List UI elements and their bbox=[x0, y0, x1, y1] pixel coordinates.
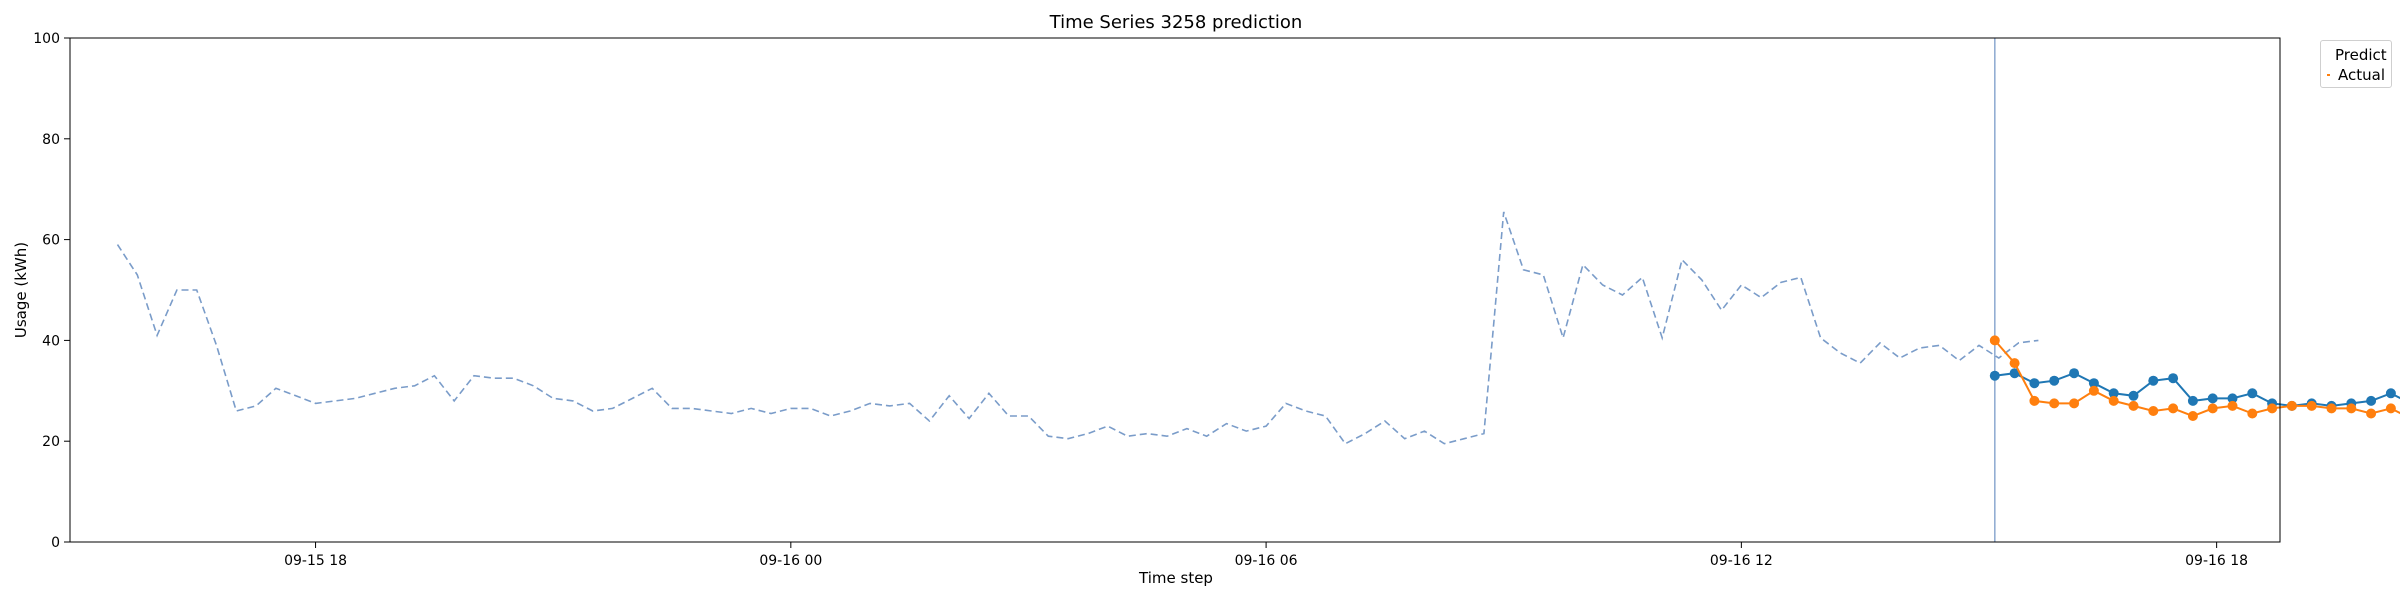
legend-swatch-actual bbox=[2327, 74, 2330, 76]
x-tick-label: 09-16 12 bbox=[1710, 553, 1773, 569]
actual-point bbox=[2069, 398, 2080, 409]
x-tick-label: 09-16 06 bbox=[1235, 553, 1298, 569]
legend-item-predict: Predict bbox=[2327, 45, 2387, 65]
predict-point bbox=[2029, 378, 2040, 389]
predict-point bbox=[2108, 388, 2119, 399]
actual-point bbox=[2187, 411, 2198, 421]
predict-point bbox=[2148, 375, 2159, 386]
predict-point bbox=[1989, 370, 2000, 381]
predict-point bbox=[2187, 395, 2198, 406]
predict-point bbox=[2049, 375, 2060, 386]
axes-frame bbox=[69, 37, 2281, 543]
x-tick-label: 09-16 00 bbox=[759, 553, 822, 569]
actual-point bbox=[2326, 403, 2337, 414]
chart-title: Time Series 3258 prediction bbox=[1049, 12, 1303, 33]
y-tick-label: 60 bbox=[42, 233, 60, 249]
y-tick-label: 100 bbox=[33, 31, 60, 47]
predict-point bbox=[2069, 368, 2080, 379]
x-tick-label: 09-15 18 bbox=[284, 553, 347, 569]
actual-point bbox=[1989, 335, 2000, 346]
y-tick-label: 20 bbox=[42, 434, 60, 450]
x-tick-label: 09-16 18 bbox=[2185, 553, 2248, 569]
actual-point bbox=[2088, 385, 2099, 396]
actual-point bbox=[2148, 406, 2159, 416]
actual-point bbox=[2009, 358, 2020, 369]
predict-point bbox=[2385, 388, 2396, 399]
actual-point bbox=[2029, 395, 2040, 406]
predict-point bbox=[2227, 393, 2238, 404]
x-axis-label: Time step bbox=[1138, 569, 1213, 587]
actual-point bbox=[2267, 403, 2278, 414]
legend: Predict Actual bbox=[2320, 40, 2392, 88]
y-tick-label: 80 bbox=[42, 132, 60, 148]
y-axis-label: Usage (kWh) bbox=[12, 242, 30, 338]
legend-item-actual: Actual bbox=[2327, 65, 2385, 85]
predict-point bbox=[2168, 373, 2179, 384]
actual-point bbox=[2286, 400, 2297, 411]
actual-point bbox=[2227, 400, 2238, 411]
actual-point bbox=[2306, 400, 2317, 411]
actual-point bbox=[2207, 403, 2218, 414]
y-tick-label: 40 bbox=[42, 333, 60, 349]
predict-point bbox=[2088, 378, 2099, 389]
actual-point bbox=[2247, 408, 2258, 419]
actual-point bbox=[2385, 403, 2396, 414]
legend-label-actual: Actual bbox=[2338, 66, 2385, 84]
predict-point bbox=[2366, 395, 2377, 406]
predict-point bbox=[2128, 390, 2139, 401]
actual-point bbox=[2346, 403, 2357, 414]
predict-point bbox=[2009, 368, 2020, 379]
actual-point bbox=[2366, 408, 2377, 419]
actual-point bbox=[2049, 398, 2060, 409]
actual-point bbox=[2128, 400, 2139, 411]
y-tick-label: 0 bbox=[51, 535, 60, 551]
actual-point bbox=[2168, 403, 2179, 414]
predict-point bbox=[2247, 388, 2258, 399]
predict-point bbox=[2207, 393, 2218, 404]
plot-area: 0 20 40 60 80 100 09-15 18 09-16 00 09-16 06 09-1… bbox=[33, 31, 2400, 569]
history-line bbox=[116, 211, 2039, 445]
actual-point bbox=[2108, 395, 2119, 406]
legend-label-predict: Predict bbox=[2335, 46, 2387, 64]
